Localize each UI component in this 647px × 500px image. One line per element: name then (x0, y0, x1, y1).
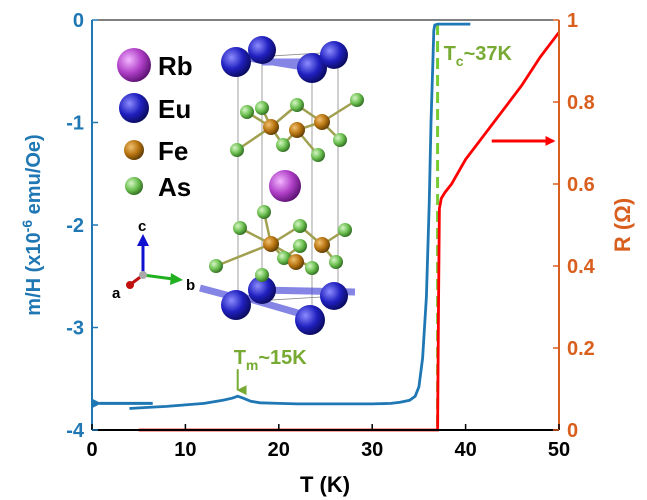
crystal-structure-inset: Rb Eu Fe As c b a (112, 36, 364, 335)
left-y-tick-label: 0 (73, 10, 84, 32)
right-y-tick-label: 0.4 (567, 256, 596, 278)
right-y-tick-label: 0.2 (567, 338, 595, 360)
left-y-tick-label: -3 (66, 318, 84, 340)
as-atoms (209, 93, 364, 282)
right-y-ticks: 0 0.2 0.4 0.6 0.8 1 (553, 10, 596, 442)
x-tick-label: 20 (268, 439, 290, 461)
left-y-tick-label: -2 (66, 215, 84, 237)
left-y-tick-label: -1 (66, 113, 84, 135)
a-axis-label: a (112, 285, 121, 302)
magnetization-series-line (129, 22, 471, 410)
right-y-axis-title: R (Ω) (610, 198, 635, 252)
left-y-ticks: -4 -3 -2 -1 0 (66, 10, 98, 442)
legend-swatch-fe (124, 140, 144, 160)
tm-annotation: Tm~15K (234, 347, 308, 373)
tc-annotation: Tc~37K (444, 43, 513, 69)
right-y-tick-label: 0.6 (567, 174, 595, 196)
legend-label-fe: Fe (158, 136, 188, 166)
legend-swatch-eu (119, 93, 149, 123)
b-axis-arrow (142, 273, 174, 281)
atom-legend: Rb Eu Fe As (117, 48, 193, 202)
right-y-tick-label: 0.8 (567, 92, 595, 114)
legend-label-as: As (158, 172, 191, 202)
right-y-tick-label: 1 (567, 10, 578, 32)
eu-atoms (221, 36, 348, 335)
c-axis-label: c (138, 218, 146, 235)
legend-swatch-rb (117, 48, 151, 82)
legend-label-eu: Eu (158, 94, 191, 124)
x-axis-title: T (K) (300, 472, 350, 497)
crystal-axes: c b a (112, 218, 195, 302)
x-tick-label: 40 (454, 439, 476, 461)
legend-label-rb: Rb (158, 51, 193, 81)
x-tick-label: 50 (548, 439, 570, 461)
x-tick-label: 0 (86, 439, 97, 461)
b-axis-label: b (186, 277, 195, 294)
right-y-tick-label: 0 (567, 420, 578, 442)
x-tick-label: 30 (361, 439, 383, 461)
left-y-axis-title: m/H (x10-6 emu/Oe) (19, 134, 45, 315)
left-y-tick-label: -4 (66, 420, 85, 442)
rb-atom (269, 170, 301, 202)
x-tick-label: 10 (174, 439, 196, 461)
fe-atoms (263, 114, 330, 270)
x-ticks: 0 10 20 30 40 50 (86, 424, 570, 461)
legend-swatch-as (125, 177, 143, 195)
